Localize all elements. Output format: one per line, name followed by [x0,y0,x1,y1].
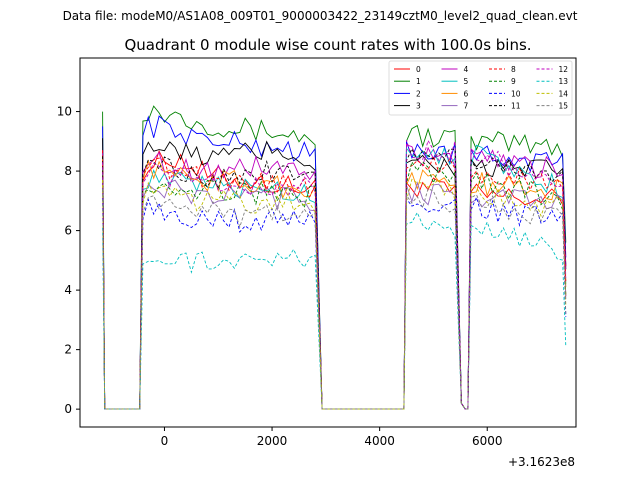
x-tick-label: 2000 [257,434,288,448]
series-line-2 [102,115,567,410]
series-line-7 [102,174,567,410]
x-tick-label: 4000 [364,434,395,448]
series-line-11 [102,147,567,410]
x-axis-offset-label: +3.1623e8 [508,455,575,469]
series-line-4 [102,144,567,410]
legend-label-9: 9 [511,77,516,86]
plot-frame [79,57,577,428]
y-tick-label: 2 [64,343,72,357]
x-tick-label: 6000 [472,434,503,448]
x-tick-label: 0 [161,434,169,448]
y-axis: 0 2 4 6 8 10 [57,105,80,416]
y-tick-label: 10 [57,105,72,119]
series-lines [102,105,567,410]
series-line-9 [102,160,567,410]
y-tick-label: 8 [64,164,72,178]
legend-label-14: 14 [559,89,569,98]
legend-label-1: 1 [416,77,421,86]
series-line-15 [102,187,567,410]
legend-label-13: 13 [559,77,569,86]
series-line-1 [102,105,567,410]
legend-label-7: 7 [464,102,469,111]
legend-box [388,60,573,116]
legend-label-8: 8 [511,65,516,74]
legend-label-2: 2 [416,89,421,98]
legend-label-12: 12 [559,65,569,74]
legend-label-11: 11 [511,102,521,111]
series-line-12 [102,139,567,410]
series-line-5 [102,144,567,410]
series-line-14 [102,178,567,410]
series-line-13 [102,211,567,410]
legend-label-0: 0 [416,65,421,74]
legend-label-6: 6 [464,89,469,98]
series-line-10 [102,196,567,410]
chart-title: Quadrant 0 module wise count rates with … [124,36,531,54]
figure-suptitle: Data file: modeM0/AS1A08_009T01_90000034… [63,9,578,23]
series-line-8 [102,150,567,410]
legend-label-10: 10 [511,89,521,98]
legend-label-5: 5 [464,77,469,86]
legend-label-4: 4 [464,65,469,74]
y-tick-label: 0 [64,402,72,416]
legend-label-3: 3 [416,102,421,111]
series-line-3 [102,138,567,410]
x-axis: 0 2000 4000 6000 [161,427,503,448]
legend-label-15: 15 [559,102,569,111]
series-line-0 [102,150,567,410]
y-tick-label: 6 [64,224,72,238]
y-tick-label: 4 [64,283,72,297]
